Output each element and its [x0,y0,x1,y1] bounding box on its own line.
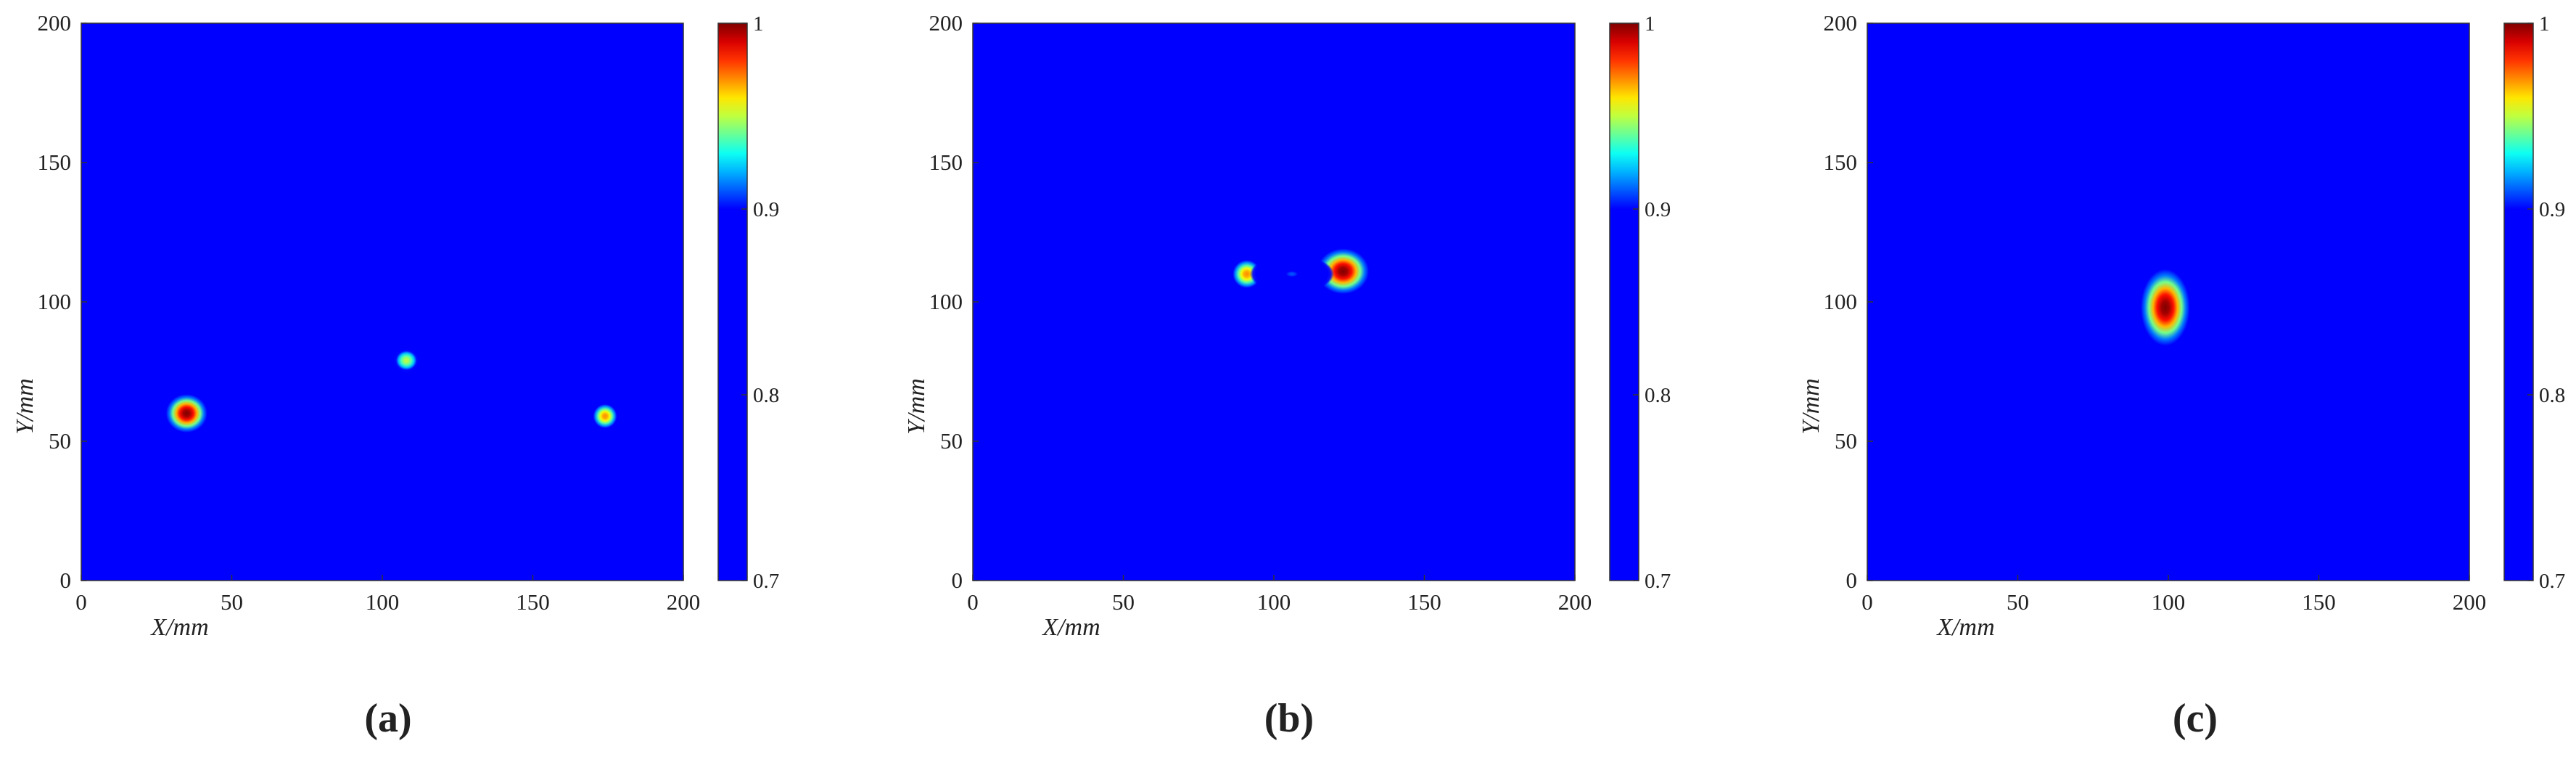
y-tick-label: 100 [38,289,72,314]
hotspot-blob [138,369,235,459]
panel-caption: (b) [1264,696,1314,741]
y-tick-label: 50 [1835,428,1857,454]
y-axis-label: Y/mm [903,378,930,434]
colorbar-tick-label: 0.9 [753,198,779,221]
x-tick-label: 0 [967,589,979,615]
x-tick-label: 100 [1257,589,1291,615]
y-tick-label: 150 [38,149,72,175]
colorbar-tick-label: 1 [753,12,764,36]
y-tick-label: 50 [940,428,963,454]
y-tick-label: 200 [38,10,72,36]
colorbar-tick-label: 0.8 [2539,384,2565,407]
x-axis-label: X/mm [1935,614,1994,641]
y-tick-label: 50 [49,428,71,454]
y-tick-label: 150 [1824,149,1858,175]
colorbar-tick-label: 0.7 [753,570,779,593]
x-tick-label: 50 [1112,589,1135,615]
y-tick-label: 100 [929,289,963,314]
panel-caption: (c) [2173,696,2218,741]
colorbar: 0.7 0.8 0.9 1 [2503,12,2565,593]
heatmap-plot-area: 0 50 100 150 200 0 50 100 150 200 0.7 0.8 0.9 1 [38,10,780,615]
y-tick-label: 0 [952,568,963,593]
colorbar-tick-label: 0.7 [1645,570,1671,593]
hotspot-blob [1207,234,1286,314]
colorbar-tick-label: 0.8 [1645,384,1671,407]
hotspot-blob [572,382,638,450]
heatmap-plot-area: 0 50 100 150 200 0 50 100 150 200 0.7 0.8 0.9 1 [929,10,1671,615]
y-tick-label: 100 [1824,289,1858,314]
x-tick-label: 150 [1407,589,1441,615]
x-tick-label: 200 [1558,589,1592,615]
x-axis-label: X/mm [1041,614,1100,641]
x-tick-label: 0 [75,589,87,615]
colorbar-gradient [2503,22,2534,581]
colorbar-gradient [1609,22,1639,581]
x-tick-label: 0 [1861,589,1873,615]
colorbar-tick-label: 1 [2539,12,2550,36]
y-axis-label: Y/mm [12,378,38,434]
heatmap-plot-area: 0 50 100 150 200 0 50 100 150 200 0.7 0.8 0.9 1 [1824,10,2566,615]
colorbar: 0.7 0.8 0.9 1 [1609,12,1671,593]
x-tick-label: 150 [516,589,550,615]
hotspot-blob [1283,218,1404,324]
hotspot-blob [370,327,443,394]
y-tick-label: 0 [1846,568,1858,593]
hotspot-blob [1249,254,1334,294]
panel-caption: (a) [364,696,411,741]
x-tick-label: 100 [2152,589,2186,615]
colorbar-tick-label: 0.9 [1645,198,1671,221]
x-tick-label: 100 [366,589,400,615]
colorbar: 0.7 0.8 0.9 1 [717,12,779,593]
colorbar-tick-label: 0.9 [2539,198,2565,221]
y-tick-label: 200 [1824,10,1858,36]
y-tick-label: 200 [929,10,963,36]
x-axis-label: X/mm [149,614,208,641]
colorbar-tick-label: 1 [1645,12,1655,36]
x-tick-label: 50 [2007,589,2029,615]
colorbar-tick-label: 0.7 [2539,570,2565,593]
x-tick-label: 200 [2453,589,2487,615]
y-axis-label: Y/mm [1798,378,1824,434]
colorbar-gradient [717,22,748,581]
heatmap-background [81,23,683,581]
y-tick-label: 0 [60,568,72,593]
x-tick-label: 50 [221,589,243,615]
y-tick-label: 150 [929,149,963,175]
x-tick-label: 200 [667,589,701,615]
x-tick-label: 150 [2302,589,2336,615]
hotspot-blob [2108,218,2223,397]
colorbar-tick-label: 0.8 [753,384,779,407]
